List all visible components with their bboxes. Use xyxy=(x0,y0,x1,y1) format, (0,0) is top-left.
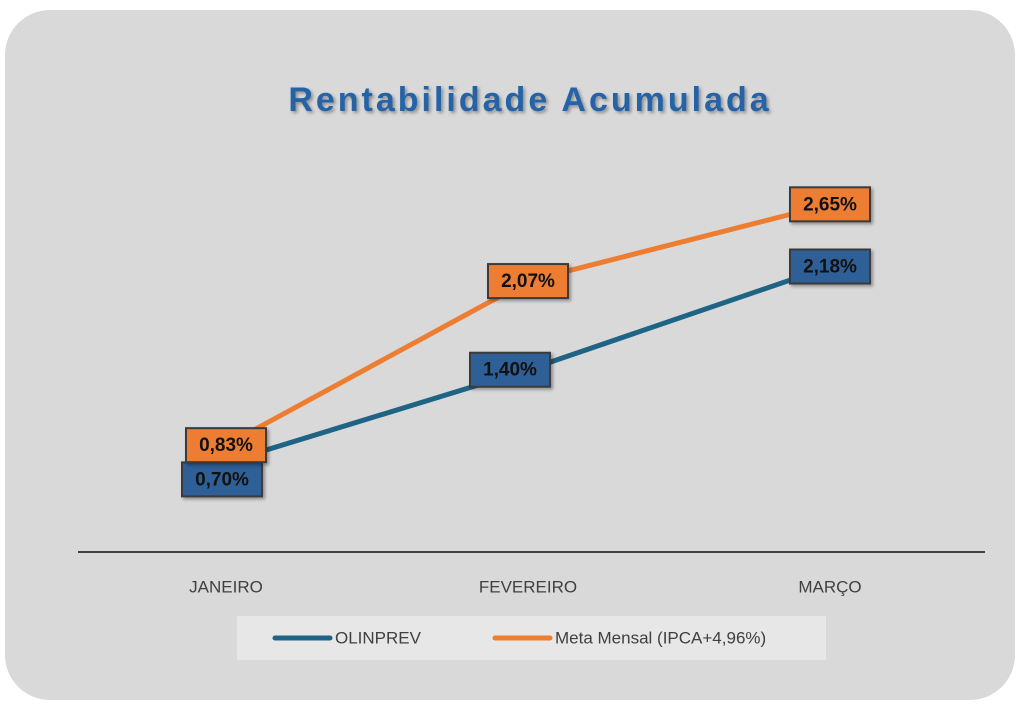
value-label-box xyxy=(185,427,267,464)
value-label-box xyxy=(789,248,871,285)
chart-title: Rentabilidade Acumulada xyxy=(288,81,771,119)
value-label: 1,40% xyxy=(483,360,537,381)
legend-label: OLINPREV xyxy=(335,628,422,647)
value-label-box xyxy=(487,263,569,300)
value-label-box xyxy=(181,461,263,498)
x-tick-label: MARÇO xyxy=(798,577,861,596)
value-label-box xyxy=(469,351,551,388)
legend-label: Meta Mensal (IPCA+4,96%) xyxy=(555,628,766,647)
value-label: 2,07% xyxy=(501,271,555,292)
value-label: 2,18% xyxy=(803,257,857,278)
x-tick-label: JANEIRO xyxy=(189,577,263,596)
value-label-box xyxy=(789,186,871,223)
value-label: 0,83% xyxy=(199,435,253,456)
x-tick-label: FEVEREIRO xyxy=(479,577,577,596)
value-label: 0,70% xyxy=(195,469,249,490)
value-label: 2,65% xyxy=(803,194,857,215)
